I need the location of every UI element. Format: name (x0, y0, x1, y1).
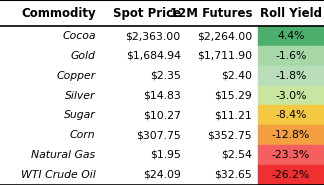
Text: 12M Futures: 12M Futures (169, 7, 252, 20)
Bar (0, 46, 324, 66)
Text: WTI Crude Oil: WTI Crude Oil (21, 170, 96, 180)
Text: Silver: Silver (65, 90, 96, 101)
Text: $2.54: $2.54 (221, 150, 252, 160)
Text: $2,363.00: $2,363.00 (125, 31, 181, 41)
Bar (0, 125, 324, 145)
Text: $2.35: $2.35 (150, 71, 181, 81)
Bar (258, 86, 324, 105)
Text: Natural Gas: Natural Gas (31, 150, 96, 160)
Text: -3.0%: -3.0% (275, 90, 307, 101)
Bar (258, 46, 324, 66)
Bar (0, 105, 324, 125)
Text: Copper: Copper (56, 71, 96, 81)
Text: $352.75: $352.75 (207, 130, 252, 140)
Text: 4.4%: 4.4% (277, 31, 305, 41)
Bar (258, 26, 324, 46)
Text: -1.6%: -1.6% (275, 51, 307, 61)
Text: $14.83: $14.83 (143, 90, 181, 101)
Text: Spot Price: Spot Price (113, 7, 181, 20)
Bar (258, 165, 324, 185)
Text: Gold: Gold (71, 51, 96, 61)
Text: $1,684.94: $1,684.94 (126, 51, 181, 61)
Text: -12.8%: -12.8% (272, 130, 310, 140)
Text: -1.8%: -1.8% (275, 71, 307, 81)
Text: $32.65: $32.65 (214, 170, 252, 180)
Bar (0, 26, 324, 46)
Text: Cocoa: Cocoa (62, 31, 96, 41)
Text: $10.27: $10.27 (143, 110, 181, 120)
Text: -8.4%: -8.4% (275, 110, 307, 120)
Text: Roll Yield: Roll Yield (260, 7, 322, 20)
Text: $24.09: $24.09 (143, 170, 181, 180)
Text: $1.95: $1.95 (150, 150, 181, 160)
Bar (0, 165, 324, 185)
Bar (258, 66, 324, 86)
Text: $2,264.00: $2,264.00 (197, 31, 252, 41)
Bar (0, 0, 324, 26)
Bar (0, 145, 324, 165)
Bar (258, 105, 324, 125)
Text: Commodity: Commodity (21, 7, 96, 20)
Text: $2.40: $2.40 (221, 71, 252, 81)
Text: $1,711.90: $1,711.90 (197, 51, 252, 61)
Text: $11.21: $11.21 (214, 110, 252, 120)
Text: $307.75: $307.75 (136, 130, 181, 140)
Bar (0, 86, 324, 105)
Bar (0, 66, 324, 86)
Text: $15.29: $15.29 (214, 90, 252, 101)
Text: Corn: Corn (70, 130, 96, 140)
Bar (258, 125, 324, 145)
Bar (258, 145, 324, 165)
Text: Sugar: Sugar (64, 110, 96, 120)
Text: -23.3%: -23.3% (272, 150, 310, 160)
Text: -26.2%: -26.2% (272, 170, 310, 180)
